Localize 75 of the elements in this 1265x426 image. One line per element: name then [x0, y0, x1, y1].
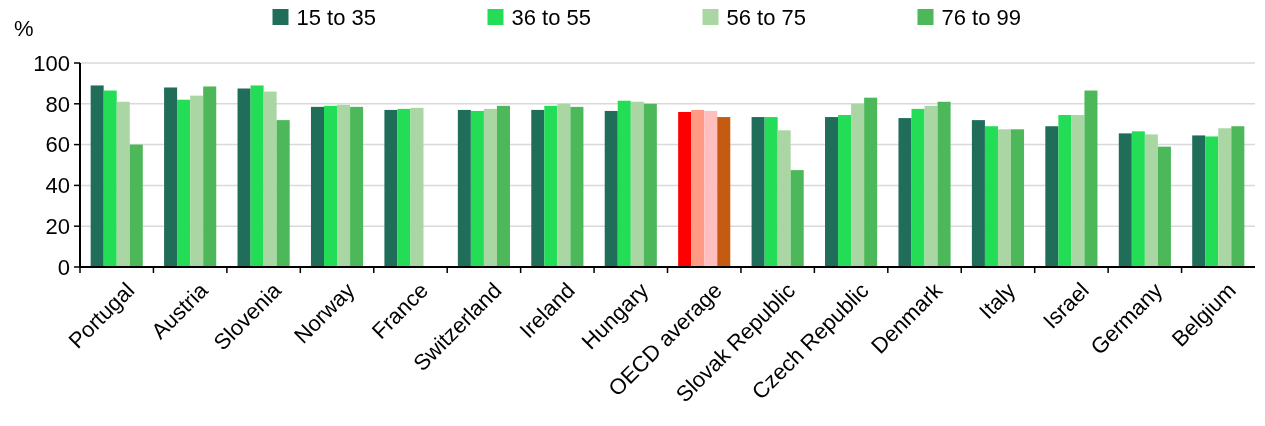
- bar: [1144, 134, 1158, 267]
- bar: [557, 103, 571, 267]
- bar: [1205, 136, 1219, 267]
- bar: [777, 130, 791, 267]
- legend-label: 56 to 75: [726, 4, 807, 30]
- bar: [971, 120, 985, 267]
- bar: [1192, 135, 1206, 267]
- y-axis-title: %: [14, 16, 34, 41]
- bar: [617, 100, 631, 267]
- y-tick-label: 20: [45, 213, 70, 239]
- bar: [1071, 115, 1085, 267]
- bar: [483, 108, 497, 267]
- bar: [190, 95, 204, 267]
- bar: [324, 105, 338, 267]
- bar: [997, 129, 1011, 267]
- bar: [937, 101, 951, 267]
- legend-label: 76 to 99: [941, 4, 1022, 30]
- bar: [751, 117, 765, 267]
- bar: [911, 108, 925, 267]
- bar: [1045, 126, 1059, 267]
- bar: [237, 88, 251, 267]
- bar: [717, 117, 731, 267]
- legend-label: 36 to 55: [511, 4, 592, 30]
- bar: [397, 108, 411, 267]
- bar: [250, 85, 264, 267]
- bar: [337, 104, 351, 267]
- bar: [164, 87, 178, 267]
- bar: [116, 101, 130, 267]
- bar: [350, 106, 364, 267]
- bar: [704, 110, 718, 267]
- bar: [691, 109, 705, 267]
- bar: [984, 126, 998, 267]
- bar: [825, 117, 839, 267]
- bar: [457, 109, 471, 267]
- bar: [838, 115, 852, 267]
- y-tick-label: 100: [33, 50, 70, 76]
- y-tick-label: 60: [45, 132, 70, 158]
- bar: [263, 91, 277, 267]
- bar: [790, 170, 804, 267]
- bar: [678, 111, 692, 267]
- bar: [764, 117, 778, 267]
- bar: [864, 97, 878, 267]
- bar: [1084, 90, 1098, 267]
- bar: [1131, 131, 1145, 267]
- bar: [276, 120, 290, 267]
- bar: [531, 109, 545, 267]
- x-tick-label: Italy: [974, 277, 1021, 324]
- bar: [570, 106, 584, 267]
- bar: [1231, 126, 1245, 267]
- bar: [643, 103, 657, 267]
- bar: [496, 105, 510, 267]
- bar: [90, 85, 104, 267]
- bar: [851, 103, 865, 267]
- bar: [924, 105, 938, 267]
- bar: [544, 105, 558, 267]
- y-tick-label: 0: [57, 254, 70, 280]
- bar: [177, 99, 191, 267]
- bar: [103, 90, 117, 267]
- bar: [630, 101, 644, 267]
- bar: [470, 110, 484, 267]
- bar: [310, 106, 324, 267]
- bar: [129, 144, 143, 267]
- bar: [898, 118, 912, 267]
- y-tick-label: 40: [45, 173, 70, 199]
- bar: [1218, 128, 1232, 267]
- bar: [604, 110, 618, 267]
- legend-label: 15 to 35: [296, 4, 377, 30]
- bar: [1157, 146, 1171, 267]
- bar: [1011, 129, 1025, 267]
- bar: [1118, 133, 1132, 267]
- bar: [1058, 115, 1072, 267]
- y-tick-label: 80: [45, 91, 70, 117]
- bar: [203, 86, 217, 267]
- bar: [384, 109, 398, 267]
- bar: [410, 107, 424, 267]
